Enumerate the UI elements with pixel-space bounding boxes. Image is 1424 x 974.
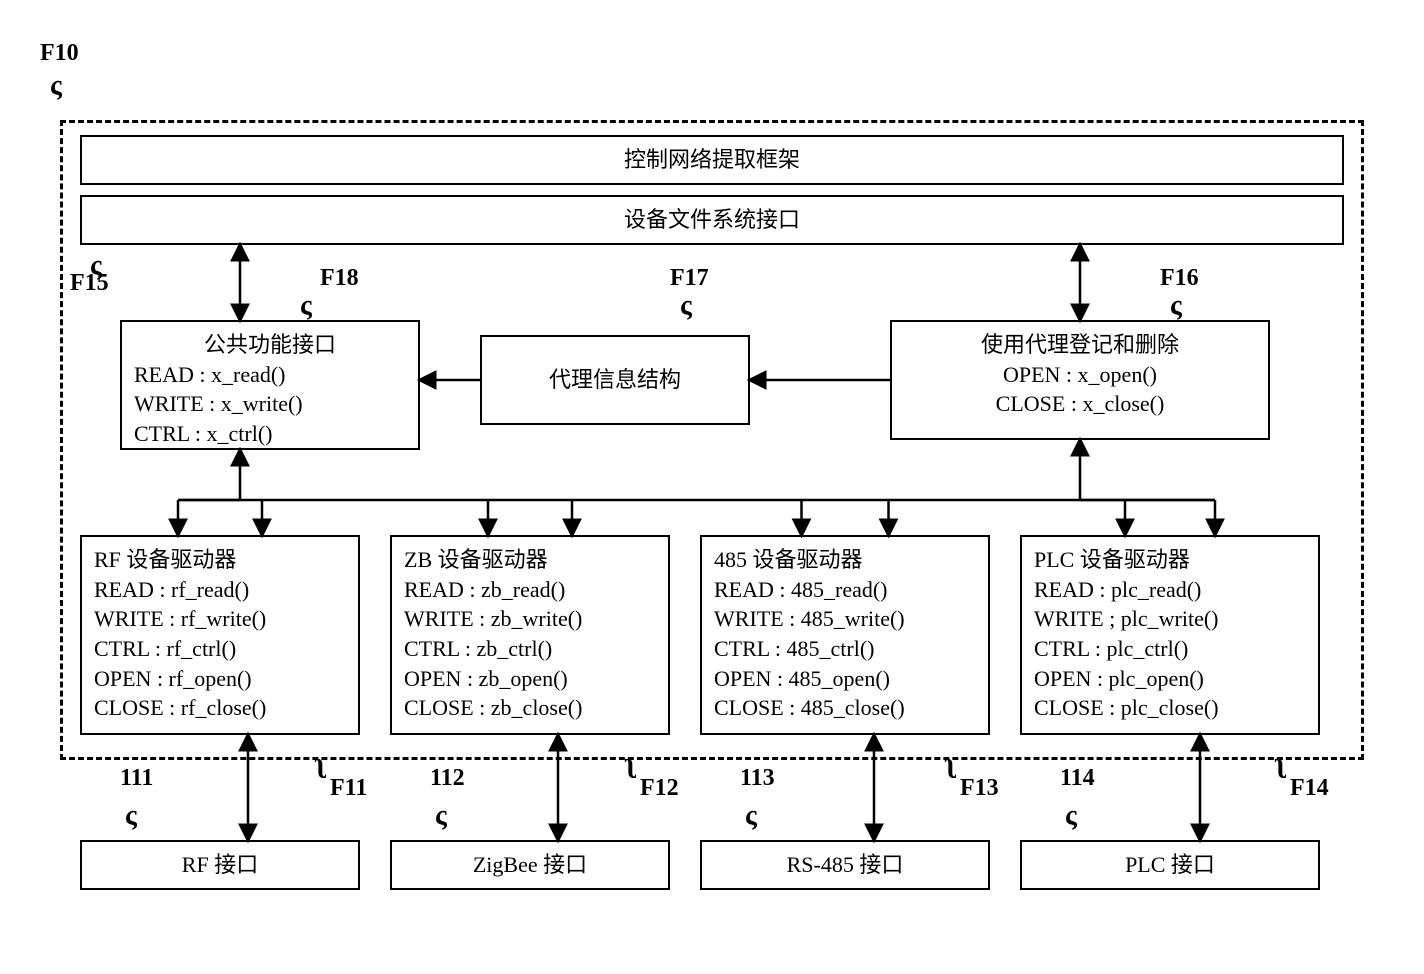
rf-driver-line-0: READ : rf_read() <box>94 575 346 605</box>
plc-interface-box: PLC 接口 <box>1020 840 1320 890</box>
hook-f10: ς <box>50 70 62 102</box>
label-f12: F12 <box>640 775 679 802</box>
hook-113: ς <box>745 800 757 832</box>
hook-f16: ς <box>1170 290 1182 322</box>
485-driver-line-2: CTRL : 485_ctrl() <box>714 634 976 664</box>
485-driver-line-0: READ : 485_read() <box>714 575 976 605</box>
label-f16: F16 <box>1160 265 1199 292</box>
rf-driver-line-4: CLOSE : rf_close() <box>94 693 346 723</box>
plc-driver-title: PLC 设备驱动器 <box>1034 545 1306 575</box>
label-f13: F13 <box>960 775 999 802</box>
rf-driver-title: RF 设备驱动器 <box>94 545 346 575</box>
hook-111: ς <box>125 800 137 832</box>
hook-f11: ʅ <box>315 748 325 780</box>
label-f10: F10 <box>40 40 79 67</box>
label-f11: F11 <box>330 775 367 802</box>
rf-driver-line-2: CTRL : rf_ctrl() <box>94 634 346 664</box>
hook-f13: ʅ <box>945 748 955 780</box>
f18-line-0: READ : x_read() <box>134 360 406 390</box>
rf-interface-box: RF 接口 <box>80 840 360 890</box>
rf-interface-text: RF 接口 <box>182 850 258 880</box>
hook-114: ς <box>1065 800 1077 832</box>
zb-driver-title: ZB 设备驱动器 <box>404 545 656 575</box>
title-box: 控制网络提取框架 <box>80 135 1344 185</box>
zb-driver-line-2: CTRL : zb_ctrl() <box>404 634 656 664</box>
iface-text: 设备文件系统接口 <box>624 205 800 235</box>
label-f18: F18 <box>320 265 359 292</box>
label-111: 111 <box>120 765 153 792</box>
agent-info-structure-box: 代理信息结构 <box>480 335 750 425</box>
f16-line-1: CLOSE : x_close() <box>904 389 1256 419</box>
plc-driver-box: PLC 设备驱动器READ : plc_read()WRITE ; plc_wr… <box>1020 535 1320 735</box>
plc-driver-line-4: CLOSE : plc_close() <box>1034 693 1306 723</box>
zb-interface-box: ZigBee 接口 <box>390 840 670 890</box>
zb-driver-line-0: READ : zb_read() <box>404 575 656 605</box>
label-112: 112 <box>430 765 465 792</box>
hook-f14: ʅ <box>1275 748 1285 780</box>
f17-title: 代理信息结构 <box>549 365 681 395</box>
485-driver-box: 485 设备驱动器READ : 485_read()WRITE : 485_wr… <box>700 535 990 735</box>
485-driver-line-3: OPEN : 485_open() <box>714 664 976 694</box>
485-interface-text: RS-485 接口 <box>787 850 904 880</box>
hook-f17: ς <box>680 290 692 322</box>
label-113: 113 <box>740 765 775 792</box>
f16-line-0: OPEN : x_open() <box>904 360 1256 390</box>
485-driver-title: 485 设备驱动器 <box>714 545 976 575</box>
label-f17: F17 <box>670 265 709 292</box>
plc-driver-line-3: OPEN : plc_open() <box>1034 664 1306 694</box>
agent-register-delete-box: 使用代理登记和删除 OPEN : x_open() CLOSE : x_clos… <box>890 320 1270 440</box>
hook-112: ς <box>435 800 447 832</box>
zb-driver-line-1: WRITE : zb_write() <box>404 604 656 634</box>
f18-line-2: CTRL : x_ctrl() <box>134 419 406 449</box>
rf-driver-box: RF 设备驱动器READ : rf_read()WRITE : rf_write… <box>80 535 360 735</box>
rf-driver-line-1: WRITE : rf_write() <box>94 604 346 634</box>
zb-interface-text: ZigBee 接口 <box>473 850 587 880</box>
hook-f18: ς <box>300 290 312 322</box>
plc-driver-line-0: READ : plc_read() <box>1034 575 1306 605</box>
plc-driver-line-1: WRITE ; plc_write() <box>1034 604 1306 634</box>
f18-title: 公共功能接口 <box>134 330 406 360</box>
title-text: 控制网络提取框架 <box>624 145 800 175</box>
zb-driver-box: ZB 设备驱动器READ : zb_read()WRITE : zb_write… <box>390 535 670 735</box>
public-function-interface-box: 公共功能接口 READ : x_read() WRITE : x_write()… <box>120 320 420 450</box>
485-interface-box: RS-485 接口 <box>700 840 990 890</box>
hook-f15: ς <box>90 250 102 282</box>
zb-driver-line-4: CLOSE : zb_close() <box>404 693 656 723</box>
zb-driver-line-3: OPEN : zb_open() <box>404 664 656 694</box>
485-driver-line-1: WRITE : 485_write() <box>714 604 976 634</box>
485-driver-line-4: CLOSE : 485_close() <box>714 693 976 723</box>
f16-title: 使用代理登记和删除 <box>904 330 1256 360</box>
rf-driver-line-3: OPEN : rf_open() <box>94 664 346 694</box>
plc-interface-text: PLC 接口 <box>1125 850 1215 880</box>
device-file-system-interface-box: 设备文件系统接口 <box>80 195 1344 245</box>
hook-f12: ʅ <box>625 748 635 780</box>
f18-line-1: WRITE : x_write() <box>134 389 406 419</box>
diagram-canvas: F10 ς 控制网络提取框架 设备文件系统接口 F15 ς F18 ς F17 … <box>40 40 1384 934</box>
label-114: 114 <box>1060 765 1095 792</box>
plc-driver-line-2: CTRL : plc_ctrl() <box>1034 634 1306 664</box>
label-f14: F14 <box>1290 775 1329 802</box>
